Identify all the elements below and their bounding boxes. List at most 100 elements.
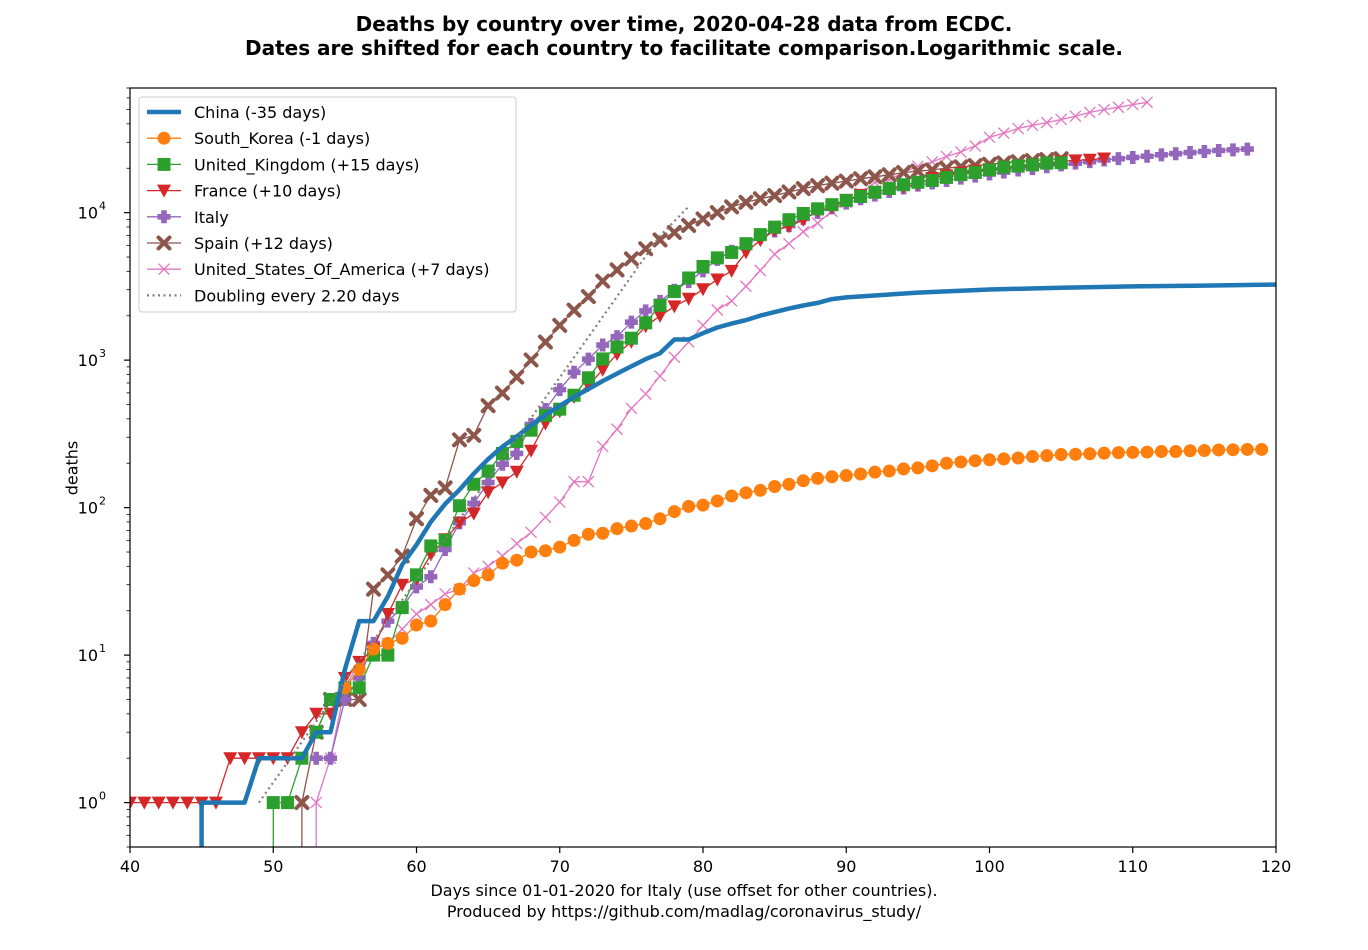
data-point (653, 512, 667, 526)
data-point (1197, 443, 1211, 457)
data-point (954, 168, 968, 182)
data-point (1126, 98, 1139, 111)
data-point (510, 553, 524, 567)
data-point (667, 505, 681, 519)
data-point (753, 228, 767, 242)
legend-entry-5: Spain (+12 days) (147, 234, 333, 253)
data-point (1011, 451, 1025, 465)
data-point (610, 340, 624, 354)
legend-label: Doubling every 2.20 days (194, 286, 399, 305)
data-point (682, 499, 696, 513)
data-point (1169, 445, 1183, 459)
x-axis-credit: Produced by https://github.com/madlag/co… (446, 902, 922, 921)
legend-entry-3: France (+10 days) (147, 182, 341, 201)
y-tick-exponent: 4 (99, 200, 106, 213)
data-point (954, 455, 968, 469)
legend-entry-6: United_States_Of_America (+7 days) (147, 260, 490, 280)
data-point (467, 496, 481, 510)
data-point (940, 456, 954, 470)
data-point (782, 213, 796, 227)
data-point (1183, 444, 1197, 458)
data-point (1025, 450, 1039, 464)
data-point (911, 175, 925, 189)
data-point (1197, 145, 1211, 159)
data-point (709, 205, 725, 221)
data-point (381, 614, 395, 628)
data-point (782, 237, 795, 250)
data-point (423, 487, 439, 503)
data-point (1169, 147, 1183, 161)
data-point (667, 300, 682, 314)
x-tick-label: 60 (406, 857, 426, 876)
x-tick-label: 70 (550, 857, 570, 876)
data-point (1068, 154, 1083, 168)
data-point (494, 385, 510, 401)
legend-label: United_States_Of_America (+7 days) (194, 260, 490, 280)
data-point (481, 568, 495, 582)
data-point (711, 304, 724, 316)
y-tick-label: 10 (78, 794, 98, 813)
y-tick-exponent: 2 (99, 495, 106, 508)
data-point (582, 475, 595, 488)
data-point (310, 796, 323, 809)
data-point (882, 464, 896, 478)
data-point (596, 526, 610, 540)
data-point (623, 251, 639, 267)
legend-entry-2: United_Kingdom (+15 days) (147, 155, 420, 175)
y-tick-exponent: 1 (99, 642, 106, 655)
data-point (810, 178, 826, 194)
data-point (768, 220, 782, 234)
y-tick-label: 10 (78, 351, 98, 370)
data-point (524, 444, 539, 458)
data-point (1111, 446, 1125, 460)
data-point (682, 271, 696, 285)
x-tick-label: 50 (263, 857, 283, 876)
data-point (797, 225, 810, 238)
data-point (667, 284, 681, 298)
data-point (997, 160, 1011, 174)
data-point (824, 175, 840, 191)
data-point (654, 370, 666, 383)
data-point (639, 304, 653, 318)
data-point (696, 260, 710, 274)
data-point (753, 483, 767, 497)
x-axis-label: Days since 01-01-2020 for Italy (use off… (430, 881, 938, 900)
data-point (424, 539, 438, 553)
data-point (452, 582, 466, 596)
data-point (1040, 449, 1054, 463)
data-point (838, 173, 854, 189)
data-point (567, 365, 581, 379)
data-point (1111, 152, 1125, 166)
data-point (480, 398, 496, 414)
data-point (137, 796, 152, 810)
data-point (681, 217, 697, 233)
y-tick-exponent: 3 (99, 347, 106, 360)
data-point (1082, 153, 1097, 167)
data-point (438, 598, 452, 612)
data-point (523, 352, 539, 368)
data-point (609, 262, 625, 278)
data-point (410, 608, 423, 620)
data-point (380, 607, 395, 621)
legend-entry-7: Doubling every 2.20 days (147, 286, 399, 305)
data-point (653, 298, 667, 312)
data-point (439, 587, 452, 600)
x-tick-label: 80 (693, 857, 713, 876)
y-tick-label: 10 (78, 646, 98, 665)
data-point (537, 334, 553, 350)
data-point (710, 273, 725, 287)
chart-subtitle: Dates are shifted for each country to fa… (244, 36, 1124, 60)
data-point (566, 302, 582, 318)
data-point (811, 217, 824, 230)
data-point (410, 580, 423, 594)
data-point (811, 471, 825, 485)
legend-label: Italy (194, 208, 229, 227)
data-point (1141, 96, 1154, 109)
data-point (1140, 149, 1154, 163)
data-point (381, 636, 395, 650)
data-point (524, 545, 538, 559)
data-point (294, 795, 310, 811)
series-1 (338, 442, 1269, 695)
data-point (1212, 443, 1226, 457)
